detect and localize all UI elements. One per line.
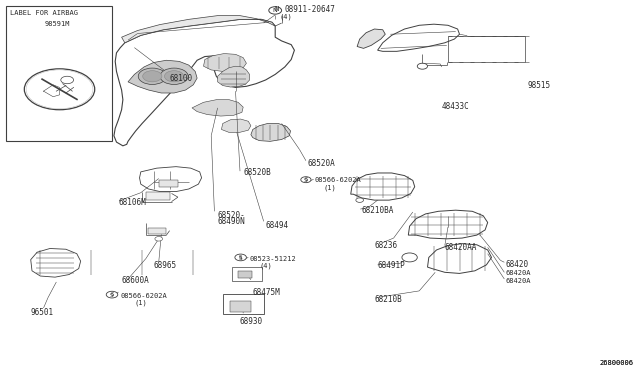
Polygon shape: [408, 210, 488, 239]
Text: 68520A: 68520A: [307, 159, 335, 168]
Text: (4): (4): [279, 13, 292, 20]
Text: 68420A: 68420A: [506, 270, 531, 276]
Circle shape: [160, 68, 188, 84]
Text: 68100: 68100: [170, 74, 193, 83]
Text: 68490N: 68490N: [218, 217, 245, 226]
Polygon shape: [218, 66, 250, 87]
Text: 48433C: 48433C: [442, 102, 469, 110]
Circle shape: [402, 253, 417, 262]
Circle shape: [356, 198, 364, 202]
Text: S: S: [304, 178, 308, 183]
Text: 08911-20647: 08911-20647: [284, 5, 335, 14]
Text: 68494: 68494: [266, 221, 289, 230]
Circle shape: [24, 69, 95, 110]
Text: 08566-6202A: 08566-6202A: [315, 177, 362, 183]
Text: 98515: 98515: [528, 81, 551, 90]
Polygon shape: [31, 248, 81, 277]
Text: 68420AA: 68420AA: [445, 243, 477, 252]
Text: S: S: [110, 293, 114, 298]
Circle shape: [301, 177, 311, 183]
Polygon shape: [204, 54, 246, 71]
Text: 68420: 68420: [506, 260, 529, 269]
Text: 68210BA: 68210BA: [362, 206, 394, 215]
Text: S: S: [304, 177, 308, 182]
Text: 68420A: 68420A: [506, 278, 531, 284]
Circle shape: [143, 71, 162, 82]
Bar: [6, 6, 112, 141]
Text: (1): (1): [323, 185, 336, 191]
Circle shape: [269, 7, 282, 14]
Polygon shape: [221, 119, 251, 132]
Polygon shape: [192, 100, 243, 116]
Text: S: S: [239, 255, 243, 260]
Bar: [146, 192, 170, 200]
Text: 68210B: 68210B: [374, 295, 402, 304]
Circle shape: [26, 70, 93, 109]
Circle shape: [417, 63, 428, 69]
Text: N: N: [273, 8, 278, 13]
Bar: [230, 301, 251, 312]
Circle shape: [235, 254, 246, 261]
Text: 68520B: 68520B: [243, 169, 271, 177]
Polygon shape: [428, 244, 492, 273]
Circle shape: [61, 76, 74, 84]
Text: 68106M: 68106M: [118, 198, 146, 207]
Text: 68236: 68236: [374, 241, 397, 250]
Polygon shape: [357, 29, 385, 48]
Polygon shape: [378, 24, 460, 51]
Bar: [238, 271, 252, 278]
Bar: [148, 228, 166, 234]
Bar: [232, 267, 262, 281]
Text: (1): (1): [134, 300, 147, 307]
Polygon shape: [140, 167, 202, 192]
Text: 68491P: 68491P: [378, 262, 405, 270]
Polygon shape: [251, 124, 291, 141]
Text: 68520-: 68520-: [218, 211, 245, 220]
Polygon shape: [128, 60, 197, 93]
Polygon shape: [114, 19, 294, 146]
Circle shape: [106, 291, 118, 298]
Circle shape: [155, 237, 163, 241]
Bar: [448, 36, 525, 62]
Text: S: S: [110, 292, 114, 297]
Text: (4): (4): [259, 263, 272, 269]
Bar: [159, 180, 178, 187]
Text: 98591M: 98591M: [45, 21, 70, 27]
Text: 96501: 96501: [30, 308, 53, 317]
Polygon shape: [351, 173, 415, 200]
Text: 26800006: 26800006: [600, 360, 634, 366]
Circle shape: [164, 71, 184, 82]
Bar: [223, 294, 264, 314]
Text: 68965: 68965: [154, 262, 177, 270]
Text: 68930: 68930: [240, 317, 263, 326]
Text: N: N: [275, 6, 278, 12]
Text: 08566-6202A: 08566-6202A: [120, 293, 167, 299]
Text: S: S: [239, 256, 243, 261]
Circle shape: [138, 68, 166, 84]
Polygon shape: [122, 16, 275, 43]
Text: 68475M: 68475M: [253, 288, 280, 296]
Text: 26800006: 26800006: [600, 360, 634, 366]
Text: 68600A: 68600A: [122, 276, 149, 285]
Text: 08523-51212: 08523-51212: [250, 256, 296, 262]
Text: LABEL FOR AIRBAG: LABEL FOR AIRBAG: [10, 10, 77, 16]
